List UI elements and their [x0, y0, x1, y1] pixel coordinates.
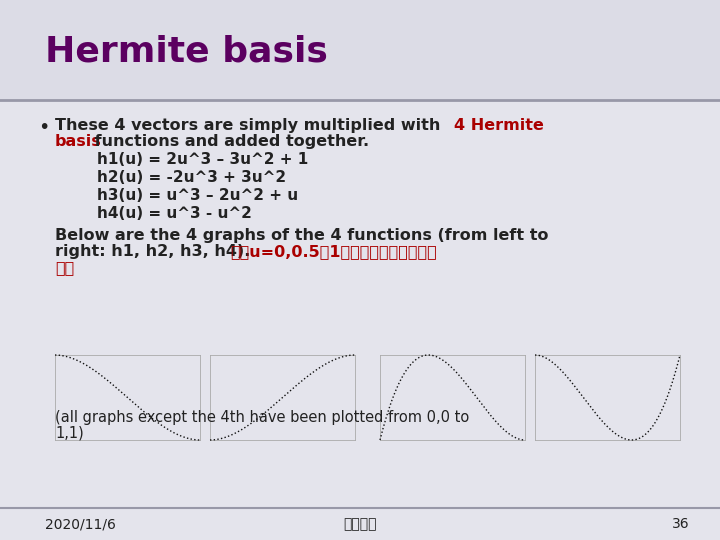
Text: h1(u) = 2u^3 – 3u^2 + 1: h1(u) = 2u^3 – 3u^2 + 1 [97, 152, 308, 167]
Text: Below are the 4 graphs of the 4 functions (from left to: Below are the 4 graphs of the 4 function… [55, 228, 549, 243]
Bar [0, 0, 720, 100]
Text: 36: 36 [672, 517, 690, 531]
Text: （把u=0,0.5和1代入上面公式中估计图: （把u=0,0.5和1代入上面公式中估计图 [230, 244, 437, 259]
Text: 形上: 形上 [55, 260, 74, 275]
Text: 1,1): 1,1) [55, 425, 84, 440]
Text: h4(u) = u^3 - u^2: h4(u) = u^3 - u^2 [97, 206, 252, 221]
Text: Hermite basis: Hermite basis [45, 35, 328, 69]
Text: right: h1, h2, h3, h4).: right: h1, h2, h3, h4). [55, 244, 261, 259]
Text: 4 Hermite: 4 Hermite [454, 118, 544, 133]
Text: 2020/11/6: 2020/11/6 [45, 517, 116, 531]
Text: functions and added together.: functions and added together. [89, 134, 369, 149]
Text: h3(u) = u^3 – 2u^2 + u: h3(u) = u^3 – 2u^2 + u [97, 188, 298, 203]
Text: 浙江大学: 浙江大学 [343, 517, 377, 531]
Text: •: • [38, 118, 50, 137]
Bar [0, 100, 720, 540]
Text: (all graphs except the 4th have been plotted from 0,0 to: (all graphs except the 4th have been plo… [55, 410, 469, 425]
Text: h2(u) = -2u^3 + 3u^2: h2(u) = -2u^3 + 3u^2 [97, 170, 286, 185]
Text: These 4 vectors are simply multiplied with: These 4 vectors are simply multiplied wi… [55, 118, 446, 133]
Text: basis: basis [55, 134, 102, 149]
